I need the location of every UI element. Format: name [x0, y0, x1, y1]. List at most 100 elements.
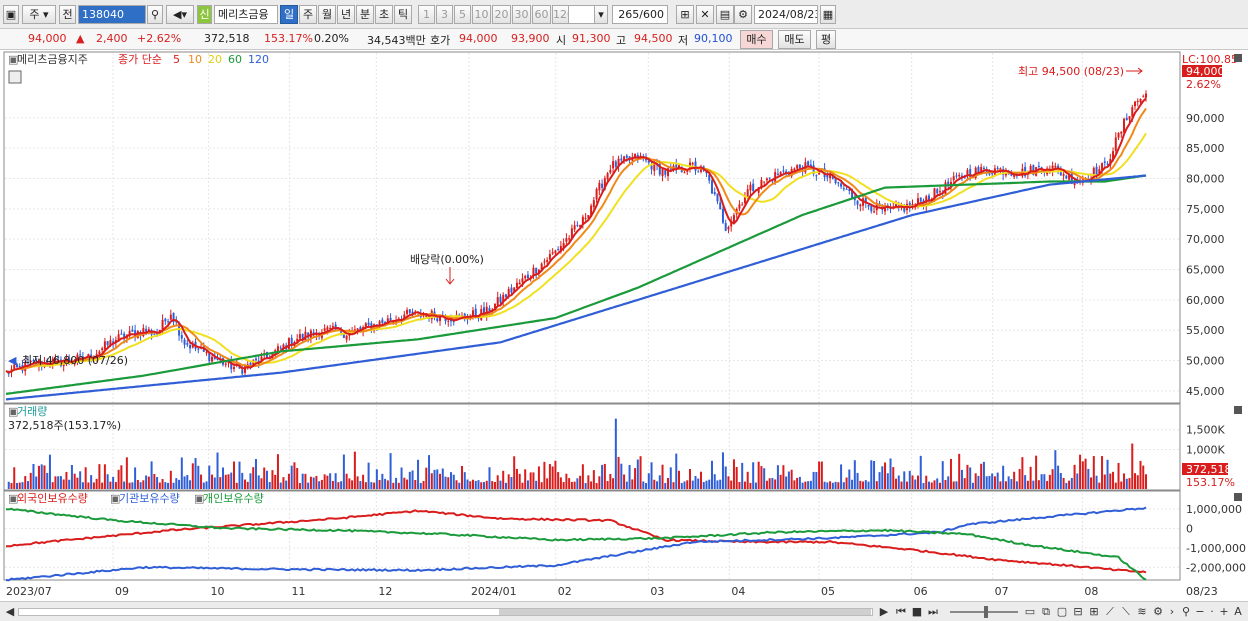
volume-bar	[1046, 481, 1049, 489]
legend-indiv: 개인보유수량	[203, 492, 264, 505]
holdings-square-icon: ▣	[8, 492, 18, 505]
volume-bar	[293, 462, 296, 489]
volume-close-icon[interactable]	[1234, 406, 1242, 414]
crosshair-icon[interactable]: ✕	[696, 5, 714, 24]
zoom-slider-handle[interactable]	[984, 606, 988, 618]
code-input[interactable]: 138040	[78, 5, 146, 24]
candle-body	[991, 172, 994, 175]
compare-tool-icon[interactable]: ▢	[1056, 605, 1068, 618]
period-6[interactable]: 틱	[394, 5, 412, 24]
shape-tool-icon[interactable]: ▭	[1024, 605, 1036, 618]
date-field[interactable]: 2024/08/23	[754, 5, 818, 24]
candle-body	[106, 341, 109, 346]
volume-bar	[329, 473, 332, 489]
volume-bar	[320, 479, 323, 489]
interval-20[interactable]: 20	[492, 5, 511, 24]
volume-bar	[694, 476, 697, 489]
rewind-icon[interactable]: ⏮	[896, 605, 906, 618]
window-menu-icon[interactable]: ▣	[3, 5, 19, 24]
candle-body	[296, 338, 299, 342]
candle-body	[829, 173, 832, 179]
chart-area[interactable]: 90,000 85,000 80,000 75,000 70,000 65,000 60,0…	[0, 51, 1248, 601]
stock-name: 메리츠금융	[214, 5, 278, 24]
chevron-right-icon[interactable]: ›	[1169, 605, 1175, 618]
holdings-close-icon[interactable]	[1234, 493, 1242, 501]
candle-body	[661, 169, 664, 177]
prev-button[interactable]: 전	[59, 5, 76, 24]
period-2[interactable]: 월	[318, 5, 336, 24]
candle-body	[859, 204, 862, 207]
legend-ma-60: 60	[228, 53, 242, 66]
sell-button[interactable]: 매도	[778, 30, 811, 49]
save-icon[interactable]: ▤	[716, 5, 734, 24]
period-1[interactable]: 주	[299, 5, 317, 24]
fib-tool-icon[interactable]: ≋	[1137, 605, 1147, 618]
settings-icon[interactable]: ⚙	[1153, 605, 1163, 618]
scrollbar-track[interactable]	[18, 608, 873, 616]
interval-5[interactable]: 5	[454, 5, 471, 24]
volume-bar	[450, 472, 453, 489]
split-tool-icon[interactable]: ⊞	[1089, 605, 1099, 618]
volume-bar	[21, 482, 24, 489]
gear-icon[interactable]: ⚙	[734, 5, 752, 24]
volume-bar	[447, 477, 450, 489]
interval-10[interactable]: 10	[472, 5, 491, 24]
zoom-search-icon[interactable]: ⚲	[1181, 605, 1191, 618]
volume-bar	[65, 471, 68, 489]
auto-zoom-button[interactable]: A	[1234, 605, 1242, 618]
zoom-in-icon[interactable]: +	[1219, 605, 1229, 618]
overlay-tool-icon[interactable]: ⧉	[1042, 605, 1050, 618]
table-icon[interactable]	[8, 70, 22, 84]
volume-bar	[1106, 459, 1109, 489]
scroll-right-icon[interactable]: ▶	[879, 605, 889, 618]
volume-bar	[15, 483, 18, 489]
interval-60[interactable]: 60	[532, 5, 551, 24]
volume-bar	[142, 480, 145, 489]
volume-bar	[933, 480, 936, 489]
open-label: 시	[556, 34, 567, 47]
interval-1[interactable]: 1	[418, 5, 435, 24]
volume-bar	[760, 466, 763, 489]
period-3[interactable]: 년	[337, 5, 355, 24]
scrollbar-thumb[interactable]	[499, 609, 871, 615]
minus-icon[interactable]: ·	[1210, 605, 1214, 618]
eval-button[interactable]: 평	[816, 30, 836, 49]
volume-bar	[260, 478, 263, 489]
candle-body	[1120, 131, 1123, 134]
x-axis-label: 12	[378, 585, 392, 598]
count-field[interactable]: 265/600	[612, 5, 668, 24]
period-5[interactable]: 초	[375, 5, 393, 24]
zoom-out-icon[interactable]: −	[1195, 605, 1205, 618]
interval-3[interactable]: 3	[436, 5, 453, 24]
buy-button[interactable]: 매수	[740, 30, 773, 49]
candle-body	[543, 261, 546, 263]
grid-tool-icon[interactable]: ⊞	[676, 5, 694, 24]
period-4[interactable]: 분	[356, 5, 374, 24]
volume-bar	[161, 478, 164, 489]
speaker-icon[interactable]: ◀▾	[166, 5, 194, 24]
volume-bar	[145, 475, 148, 489]
volume-bar	[439, 473, 442, 489]
market-select[interactable]: 주 ▾	[22, 5, 56, 24]
draw-trend-icon[interactable]: ⟍	[1122, 605, 1130, 618]
candle-body	[815, 175, 818, 177]
draw-line-icon[interactable]: ⟋	[1106, 605, 1114, 618]
stop-icon[interactable]: ■	[911, 605, 923, 618]
interval-30[interactable]: 30	[512, 5, 531, 24]
x-axis-label: 10	[211, 585, 225, 598]
period-0[interactable]: 일	[280, 5, 298, 24]
candle-body	[241, 369, 244, 374]
forward-icon[interactable]: ⏭	[928, 605, 938, 618]
candle-body	[551, 252, 554, 254]
volume-bar	[87, 482, 90, 489]
volume-bar	[200, 474, 203, 489]
volume-bar	[274, 474, 277, 489]
scroll-left-icon[interactable]: ◀	[5, 605, 15, 618]
calendar-icon[interactable]: ▦	[820, 5, 836, 24]
layout-tool-icon[interactable]: ⊟	[1073, 605, 1083, 618]
volume-bar	[727, 476, 730, 489]
panel-close-icon[interactable]	[1234, 54, 1242, 62]
volume-bar	[1032, 480, 1035, 489]
chevron-down-icon[interactable]: ▾	[594, 5, 608, 24]
search-icon[interactable]: ⚲	[147, 5, 163, 24]
